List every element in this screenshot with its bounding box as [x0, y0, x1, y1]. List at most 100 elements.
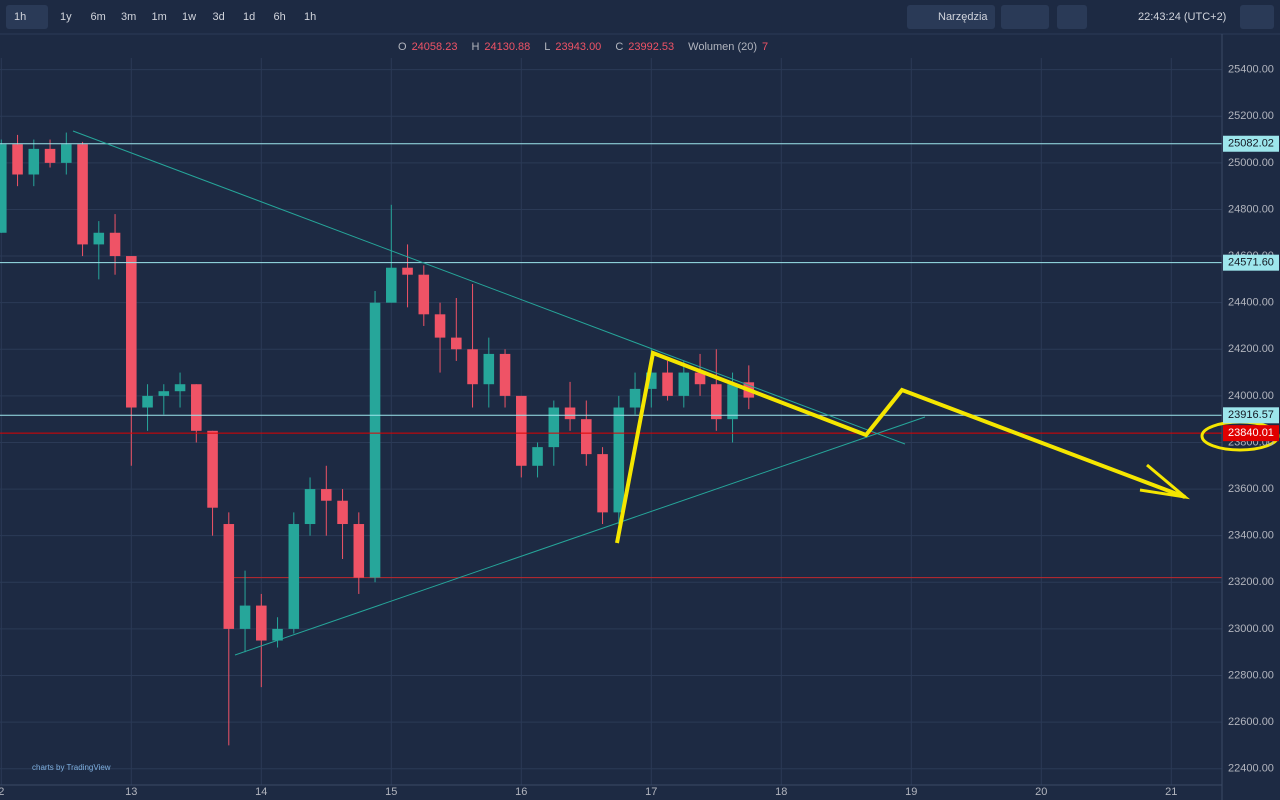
price-label-box	[1223, 425, 1279, 442]
price-label-box	[1223, 254, 1279, 271]
candle-body	[272, 628, 283, 641]
y-tick-label: 25000.00	[1228, 157, 1274, 169]
clock: 22:43:24 (UTC+2)	[1138, 11, 1226, 23]
chart-style-button[interactable]	[1001, 5, 1049, 29]
x-tick-label: 17	[645, 786, 657, 798]
candle-body	[353, 524, 365, 578]
candle-body	[564, 407, 576, 420]
range-button[interactable]: 3d	[213, 11, 225, 23]
x-tick-label: 13	[125, 786, 137, 798]
candle-body	[532, 447, 543, 466]
candle-body	[0, 144, 7, 233]
candle-body	[694, 372, 706, 385]
candle-body	[223, 524, 235, 629]
candle-body	[678, 372, 690, 396]
interval-button[interactable]	[6, 5, 48, 29]
candle-body	[386, 267, 397, 303]
candle-body	[434, 314, 446, 338]
y-tick-label: 22800.00	[1228, 669, 1274, 681]
trendline	[234, 416, 926, 656]
candle-body	[142, 395, 153, 408]
trendline	[72, 130, 906, 445]
candle-body	[597, 454, 608, 513]
candle-body	[126, 256, 137, 408]
candle-body	[158, 391, 170, 396]
candle-body	[629, 388, 641, 408]
y-tick-label: 24800.00	[1228, 203, 1274, 215]
price-label-box	[1223, 407, 1279, 424]
candle-body	[613, 407, 625, 513]
price-label: 24571.60	[1228, 257, 1274, 269]
plot	[0, 58, 1222, 785]
price-label: 23916.57	[1228, 409, 1274, 421]
y-tick-label: 24400.00	[1228, 297, 1274, 309]
range-button[interactable]: 6h	[274, 11, 286, 23]
candle-body	[516, 395, 527, 466]
range-button[interactable]: 1y	[60, 11, 72, 23]
range-button[interactable]: 3m	[121, 11, 136, 23]
candle-body	[304, 489, 316, 525]
range-button[interactable]: 1m	[152, 11, 167, 23]
y-tick-label: 22600.00	[1228, 716, 1274, 728]
y-tick-label: 22400.00	[1228, 763, 1274, 775]
legend-key: Wolumen (20)	[688, 41, 757, 53]
candle-body	[727, 384, 738, 420]
range-button[interactable]: 1d	[243, 11, 255, 23]
x-tick-label: 14	[255, 786, 267, 798]
legend-value: 24130.88	[484, 41, 530, 53]
candle-body	[321, 489, 332, 501]
candle-body	[711, 384, 722, 420]
yellow-arrowhead	[1139, 463, 1191, 500]
candle-body	[418, 274, 430, 315]
undo-button[interactable]	[1057, 5, 1087, 29]
x-tick-label: 19	[905, 786, 917, 798]
legend-value: 23943.00	[555, 41, 601, 53]
candle-body	[77, 144, 88, 245]
y-tick-label: 23600.00	[1228, 483, 1274, 495]
y-tick-label: 25400.00	[1228, 64, 1274, 76]
legend-key: C	[615, 41, 623, 53]
fullscreen-button[interactable]	[1240, 5, 1274, 29]
x-tick-label: 15	[385, 786, 397, 798]
ranges: 1y 6m 3m 1m 1w 3d 1d 6h 1h	[60, 11, 316, 23]
tools-button[interactable]	[907, 5, 995, 29]
x-tick-label: 18	[775, 786, 787, 798]
y-tick-label: 24200.00	[1228, 343, 1274, 355]
x-tick-label: 16	[515, 786, 527, 798]
tools[interactable]: Narzędzia	[938, 11, 988, 23]
price-label: 25082.02	[1228, 138, 1274, 150]
y-tick-label: 23200.00	[1228, 576, 1274, 588]
x-tick-label: 2	[0, 786, 4, 798]
legend-value: 24058.23	[412, 41, 458, 53]
watermark: charts by TradingView	[32, 763, 111, 772]
legend-value: 23992.53	[628, 41, 674, 53]
interval[interactable]: 1h	[14, 11, 26, 23]
y-tick-label: 25200.00	[1228, 110, 1274, 122]
legend-key: O	[398, 41, 407, 53]
range-button[interactable]: 6m	[91, 11, 106, 23]
range-button[interactable]: 1w	[182, 11, 196, 23]
candle-body	[548, 407, 560, 448]
x-tick-label: 21	[1165, 786, 1177, 798]
candle-body	[256, 605, 267, 641]
candle-body	[337, 500, 348, 525]
candle-body	[61, 144, 72, 163]
candle-body	[499, 353, 511, 396]
y-tick-label: 24000.00	[1228, 390, 1274, 402]
price-label-box	[1223, 135, 1279, 152]
legend-key: H	[471, 41, 479, 53]
candle-body	[402, 267, 413, 275]
candle-body	[207, 430, 218, 508]
candle-body	[581, 419, 592, 455]
candle-body	[174, 384, 186, 392]
range-button[interactable]: 1h	[304, 11, 316, 23]
candle-body	[483, 353, 495, 385]
candle-body	[662, 372, 673, 396]
x-tick-label: 20	[1035, 786, 1047, 798]
candle-body	[191, 384, 202, 431]
yellow-drawing	[615, 350, 1186, 544]
price-label: 23840.01	[1228, 427, 1274, 439]
candle-body	[12, 144, 23, 175]
